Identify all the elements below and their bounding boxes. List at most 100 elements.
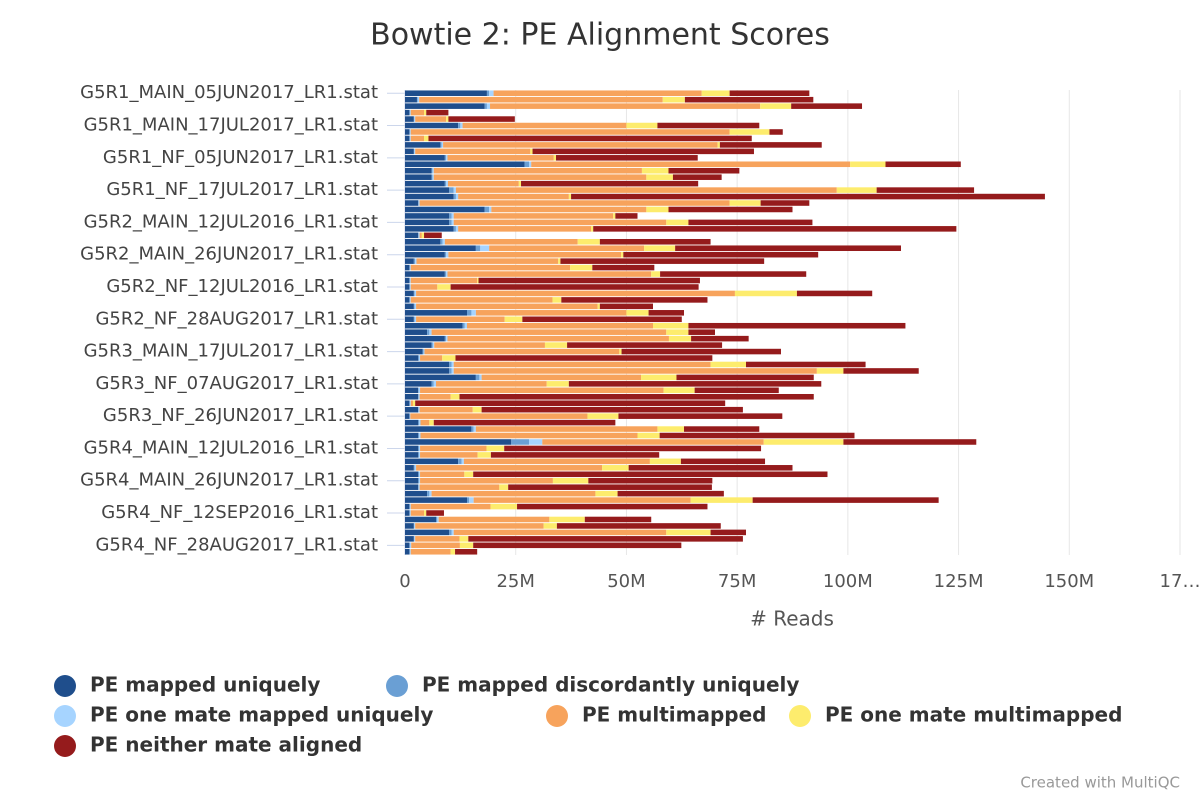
bar-segment <box>405 129 409 135</box>
bar-segment <box>405 213 449 219</box>
bar-segment <box>410 549 411 555</box>
bar-segment <box>421 433 638 439</box>
legend-label: PE mapped discordantly uniquely <box>422 673 799 697</box>
bar-segment <box>420 471 464 477</box>
bar-segment <box>405 517 436 523</box>
bar-segment <box>769 129 782 135</box>
bar-segment <box>644 245 675 251</box>
bar-segment <box>735 291 797 297</box>
bar-segment <box>476 245 480 251</box>
bar-segment <box>410 413 587 419</box>
bar-segment <box>445 181 446 187</box>
bar-segment <box>416 291 735 297</box>
x-tick-label: 0 <box>399 571 410 592</box>
bar-segment <box>691 497 753 503</box>
bar-segment <box>459 394 813 400</box>
x-tick-label: 50M <box>607 571 645 592</box>
bar-segment <box>468 536 743 542</box>
bar-segment <box>434 174 647 180</box>
bar-segment <box>531 161 850 167</box>
bar-segment <box>657 426 684 432</box>
bar-segment <box>850 161 885 167</box>
bar-segment <box>552 297 561 303</box>
legend-label: PE multimapped <box>582 703 766 727</box>
bar-segment <box>419 200 420 206</box>
bar-segment <box>569 194 571 200</box>
bar-segment <box>666 530 710 536</box>
bar-segment <box>474 426 476 432</box>
bar-segment <box>464 459 650 465</box>
bar-segment <box>410 297 411 303</box>
bar-segment <box>419 420 420 426</box>
bar-segment <box>424 349 619 355</box>
bar-segment <box>410 504 411 510</box>
bar-segment <box>657 123 759 129</box>
bar-segment <box>416 316 505 322</box>
bar-segment <box>405 394 418 400</box>
bar-segment <box>530 149 532 155</box>
bar-segment <box>688 323 905 329</box>
bar-segment <box>411 510 424 516</box>
bar-segment <box>618 491 724 497</box>
bar-segment <box>405 459 458 465</box>
bar-segment <box>464 471 473 477</box>
bar-segment <box>718 142 720 148</box>
bar-segment <box>459 536 468 542</box>
bar-segment <box>405 478 418 484</box>
bar-segment <box>623 252 818 258</box>
bar-segment <box>405 407 418 413</box>
bar-segment <box>405 142 440 148</box>
bar-segment <box>593 226 956 232</box>
bar-segment <box>405 297 409 303</box>
bar-segment <box>405 239 440 245</box>
legend-marker <box>546 705 568 727</box>
bar-segment <box>434 342 545 348</box>
bar-segment <box>405 420 418 426</box>
bar-segment <box>419 394 420 400</box>
bar-segment <box>448 252 621 258</box>
y-tick-label: G5R4_MAIN_26JUN2017_LR1.stat <box>80 470 378 491</box>
x-axis-title: # Reads <box>750 607 834 631</box>
bar-segment <box>405 284 409 290</box>
bar-segment <box>411 136 424 142</box>
bar-segment <box>446 252 448 258</box>
bar-segment <box>448 155 554 161</box>
bar-segment <box>427 329 429 335</box>
bar-segment <box>432 174 433 180</box>
bar-segment <box>764 439 844 445</box>
bar-segment <box>521 181 698 187</box>
bar-segment <box>684 426 759 432</box>
bar-segment <box>446 336 447 342</box>
bar-segment <box>688 220 812 226</box>
bar-segment <box>760 103 791 109</box>
bar-segment <box>405 510 409 516</box>
bar-segment <box>414 304 415 310</box>
bar-segment <box>411 284 438 290</box>
bar-segment <box>405 523 414 529</box>
bar-segment <box>730 90 810 96</box>
x-tick-label: 17… <box>1160 571 1200 592</box>
bar-segment <box>405 400 409 406</box>
bar-segment <box>469 497 473 503</box>
bar-segment <box>456 187 837 193</box>
bar-segment <box>570 265 592 271</box>
bar-segment <box>473 543 681 549</box>
y-tick-label: G5R4_MAIN_12JUL2016_LR1.stat <box>84 437 378 458</box>
bar-segment <box>544 523 557 529</box>
y-tick-label: G5R2_MAIN_12JUL2016_LR1.stat <box>84 211 378 232</box>
bar-segment <box>446 155 447 161</box>
bar-segment <box>415 258 416 264</box>
bar-segment <box>420 446 486 452</box>
bar-segment <box>405 446 418 452</box>
legend-label: PE neither mate aligned <box>90 733 362 757</box>
y-tick-label: G5R3_NF_26JUN2017_LR1.stat <box>103 405 378 426</box>
bar-segment <box>592 265 654 271</box>
bar-segment <box>432 491 596 497</box>
bar-segment <box>414 149 415 155</box>
bar-segment <box>588 478 712 484</box>
bar-segment <box>602 465 629 471</box>
bar-segment <box>434 381 436 387</box>
bar-segment <box>666 329 688 335</box>
bar-segment <box>471 310 475 316</box>
